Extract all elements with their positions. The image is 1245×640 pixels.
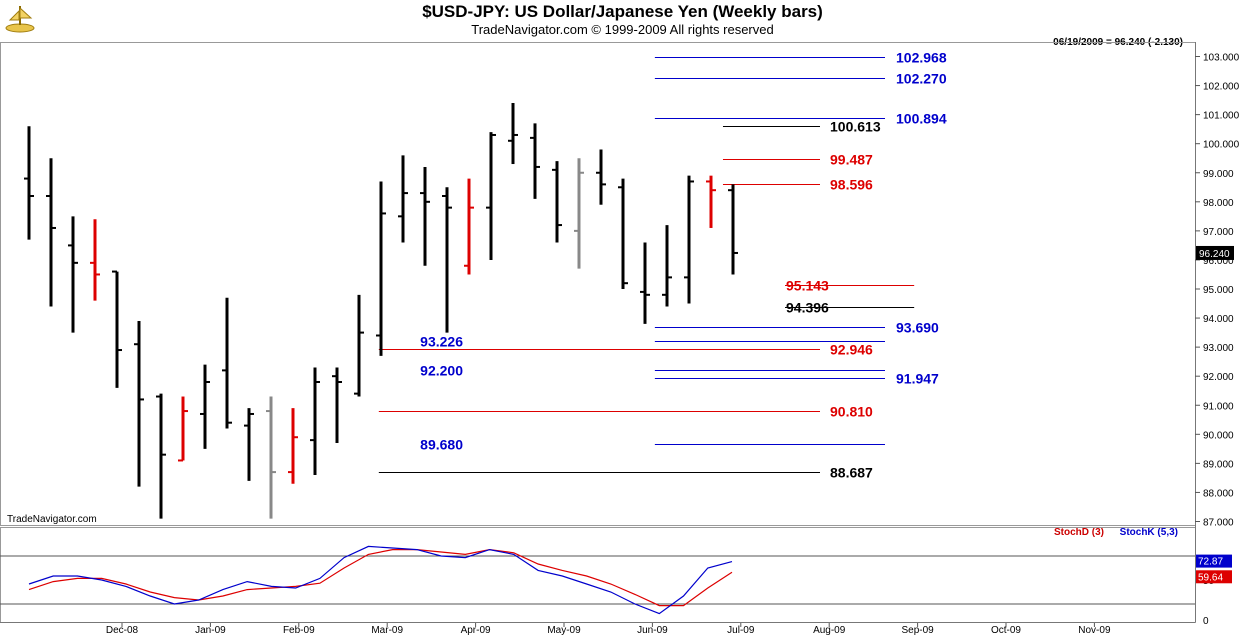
y-tick-label: 96.000 (1203, 256, 1234, 267)
chart-subtitle: TradeNavigator.com © 1999-2009 All right… (471, 22, 774, 37)
stoch-panel-frame (0, 527, 1196, 623)
stochd-legend: StochD (3) (1054, 527, 1104, 538)
level-label: 88.687 (830, 465, 873, 481)
x-tick-label: Jul-09 (727, 625, 755, 636)
last-price-label: 96.240 (1199, 249, 1230, 260)
y-tick-label: 95.000 (1203, 285, 1234, 296)
y-axis: 87.000 88.000 89.000 90.000 91.000 92.000 93.0… (1195, 53, 1240, 529)
last-price-box (1196, 245, 1234, 260)
x-tick-label: Aug-09 (813, 625, 846, 636)
level-label: 102.270 (896, 71, 947, 87)
level-label: 94.396 (786, 300, 829, 316)
stochd-value-box (1196, 570, 1232, 584)
level-label: 93.226 (420, 334, 463, 350)
stochd-line (28, 548, 733, 607)
level-label: 102.968 (896, 50, 947, 66)
chart-title: $USD-JPY: US Dollar/Japanese Yen (Weekly… (422, 2, 823, 21)
y-tick-label: 88.000 (1203, 488, 1234, 499)
level-label: 95.143 (786, 278, 829, 294)
level-label: 89.680 (420, 437, 463, 453)
x-tick-label: Mar-09 (371, 625, 403, 636)
level-label: 100.894 (896, 111, 947, 127)
level-label: 98.596 (830, 177, 873, 193)
y-tick-label: 99.000 (1203, 169, 1234, 180)
stoch-tick-label: 0 (1203, 616, 1209, 627)
stochk-line (28, 545, 733, 615)
x-tick-label: Nov-09 (1078, 625, 1111, 636)
level-label: 92.946 (830, 342, 873, 358)
y-tick-label: 97.000 (1203, 227, 1234, 238)
stochk-legend: StochK (5,3) (1119, 527, 1178, 538)
x-tick-label: Dec-08 (106, 625, 139, 636)
stochd-value-label: 59.64 (1198, 572, 1223, 583)
y-tick-label: 101.000 (1203, 111, 1240, 122)
x-tick-label: Oct-09 (991, 625, 1021, 636)
level-label: 91.947 (896, 371, 939, 387)
price-panel-frame (0, 42, 1196, 526)
x-tick-label: Sep-09 (901, 625, 934, 636)
x-tick-label: Jun-09 (637, 625, 668, 636)
y-tick-label: 87.000 (1203, 518, 1234, 529)
y-tick-label: 100.000 (1203, 140, 1240, 151)
x-axis: Dec-08 Jan-09 Feb-09 Mar-09 Apr-09 May-09 Jun-… (0, 622, 1195, 636)
y-tick-label: 92.000 (1203, 372, 1234, 383)
y-tick-label: 94.000 (1203, 314, 1234, 325)
level-label: 90.810 (830, 404, 873, 420)
stochk-value-box (1196, 554, 1232, 568)
y-tick-label: 91.000 (1203, 401, 1234, 412)
stochk-value-label: 72.87 (1198, 557, 1223, 568)
watermark: TradeNavigator.com (7, 514, 97, 525)
y-tick-label: 103.000 (1203, 53, 1240, 64)
x-tick-label: May-09 (547, 625, 581, 636)
bars-group (24, 103, 738, 519)
y-tick-label: 89.000 (1203, 459, 1234, 470)
tradenavigator-logo-icon (4, 3, 36, 38)
level-label: 99.487 (830, 152, 873, 168)
y-tick-label: 98.000 (1203, 198, 1234, 209)
y-tick-label: 90.000 (1203, 430, 1234, 441)
y-tick-label: 102.000 (1203, 82, 1240, 93)
x-tick-label: Feb-09 (283, 625, 315, 636)
level-label: 92.200 (420, 363, 463, 379)
levels-group: 102.968 102.270 100.894 100.613 99.487 98.596… (378, 50, 947, 481)
level-label: 93.690 (896, 320, 939, 336)
x-tick-label: Apr-09 (461, 625, 491, 636)
y-tick-label: 93.000 (1203, 343, 1234, 354)
level-label: 100.613 (830, 119, 881, 135)
x-tick-label: Jan-09 (195, 625, 226, 636)
